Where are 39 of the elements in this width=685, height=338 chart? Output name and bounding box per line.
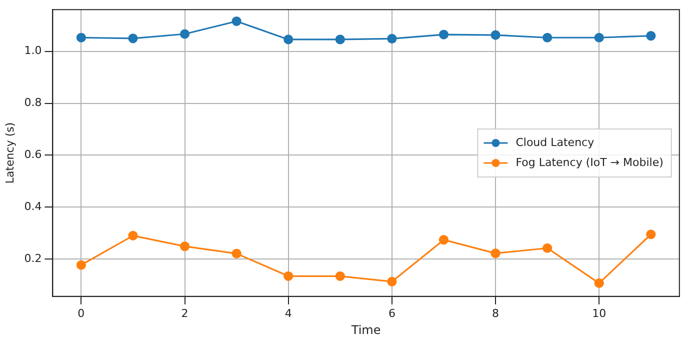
point (284, 34, 294, 44)
point (646, 31, 656, 41)
point (542, 32, 552, 42)
y-tick-label: 0.8 (24, 96, 42, 110)
x-tick-label: 10 (592, 306, 606, 320)
y-axis-title: Latency (s) (3, 122, 16, 184)
y-tick-label: 0.6 (24, 148, 42, 162)
x-tick-label: 2 (181, 306, 188, 320)
x-tick-label: 4 (284, 306, 292, 320)
point (76, 260, 86, 270)
point (594, 32, 604, 42)
point (387, 34, 397, 44)
point (490, 248, 500, 258)
point (335, 34, 345, 44)
point (438, 235, 449, 245)
point (387, 276, 397, 286)
point (232, 16, 242, 26)
y-tick-label: 1.0 (24, 44, 42, 58)
legend-label: Fog Latency (IoT → Mobile) (516, 156, 664, 169)
x-tick-label: 6 (388, 306, 396, 320)
y-tick-label: 0.2 (24, 252, 42, 265)
point (232, 248, 242, 258)
point (542, 243, 552, 253)
x-tick-label: 8 (492, 306, 500, 320)
point (128, 34, 138, 44)
legend-label: Cloud Latency (516, 136, 595, 149)
point (180, 29, 190, 39)
point (180, 242, 190, 252)
point (284, 271, 294, 281)
point (128, 230, 138, 240)
y-tick-label: 0.4 (24, 200, 42, 213)
point (438, 30, 449, 40)
x-tick-label: 0 (78, 306, 85, 320)
point (490, 30, 500, 40)
x-axis-title: Time (350, 322, 381, 337)
point (76, 32, 86, 42)
point (335, 271, 345, 281)
point (646, 230, 656, 240)
point (594, 278, 604, 288)
